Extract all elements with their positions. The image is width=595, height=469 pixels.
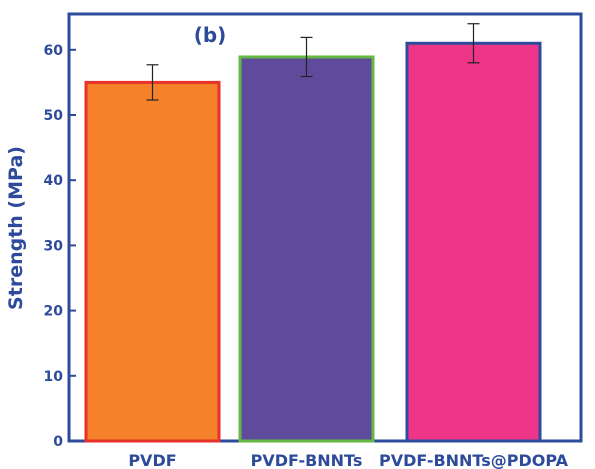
x-tick-label-pvdf: PVDF [128,451,176,469]
bars-group [84,41,542,443]
x-tick-label-pvdf-bnnts-pdopa: PVDF-BNNTs@PDOPA [379,451,569,469]
y-tick-label-20: 20 [44,304,64,320]
x-tick-label-pvdf-bnnts: PVDF-BNNTs [251,451,363,469]
error-bar-pvdf [146,64,159,101]
panel-label: (b) [194,23,227,47]
bar-pvdf-bnnts [238,55,375,443]
bar-pvdf [84,80,221,443]
bar-pvdf-bnnts-pdopa [405,41,542,443]
error-bar-pvdf-bnnts-pdopa [467,23,480,64]
y-tick-label-50: 50 [44,108,64,124]
y-tick-label-0: 0 [53,434,63,450]
y-axis-ticks: 0 10 20 30 40 50 60 [44,43,76,450]
y-tick-label-30: 30 [44,238,64,254]
y-axis-title: Strength (MPa) [5,146,27,310]
y-tick-label-60: 60 [44,43,64,59]
y-tick-label-40: 40 [44,173,64,189]
x-axis-tick-labels: PVDF PVDF-BNNTs PVDF-BNNTs@PDOPA [128,451,568,469]
error-bars-group [146,23,480,101]
error-bar-pvdf-bnnts [300,36,313,78]
y-tick-label-10: 10 [44,369,64,385]
